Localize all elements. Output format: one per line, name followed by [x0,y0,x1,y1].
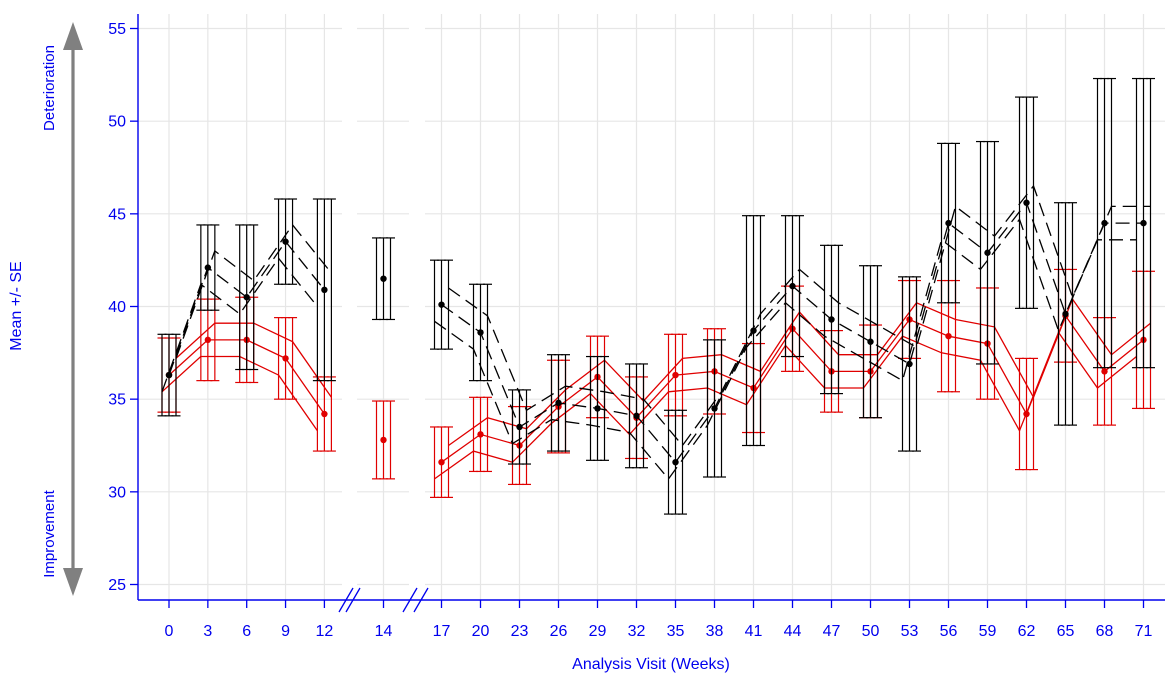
data-point [594,405,601,412]
x-tick-label: 29 [589,623,607,640]
x-tick-label: 12 [316,623,334,640]
data-point [243,294,250,301]
data-point [828,316,835,323]
y-tick-label: 35 [108,392,126,409]
x-tick-label: 23 [511,623,529,640]
series-line [161,257,318,393]
x-tick-label: 68 [1096,623,1114,640]
x-tick-label: 6 [242,623,251,640]
x-tick-label: 35 [667,623,685,640]
x-tick-label: 32 [628,623,646,640]
y-tick-label: 40 [108,299,126,316]
data-point [282,238,289,245]
y-axis-title: Mean +/- SE [8,261,25,350]
direction-arrow [63,22,83,596]
data-point [477,329,484,336]
x-tick-label: 65 [1057,623,1075,640]
data-point [1062,310,1069,318]
data-point [438,458,445,466]
arrow-up-icon [63,22,83,50]
data-point [321,410,328,418]
data-point [945,219,952,227]
x-tick-label: 26 [550,623,568,640]
data-point [750,327,757,334]
x-tick-label: 59 [979,623,997,640]
deterioration-label: Deterioration [41,45,58,131]
x-tick-label: 71 [1135,623,1153,640]
y-tick-label: 45 [108,206,126,223]
x-tick-label: 50 [862,623,880,640]
x-tick-label: 9 [281,623,290,640]
data-point [438,301,445,308]
data-point [945,332,952,340]
x-tick-label: 56 [940,623,958,640]
y-tick-label: 50 [108,114,126,131]
treatment-series [157,268,1155,498]
series-line [168,240,325,376]
data-point [321,286,328,294]
data-point [282,355,289,362]
data-point [906,360,913,368]
data-point [1140,219,1147,227]
x-tick-label: 47 [823,623,841,640]
y-tick-label: 55 [108,21,126,38]
data-point [672,458,679,466]
x-tick-label: 53 [901,623,919,640]
data-point [1101,219,1108,227]
axis-ticks: 25 30 35 40 45 50 55 0 3 6 9 12 14 17 20 23 26 29 32 35 38 41… [108,21,1152,640]
series-line [175,223,332,359]
data-point [1023,199,1030,206]
x-axis-title: Analysis Visit (Weeks) [572,656,730,673]
x-tick-label: 41 [745,623,763,640]
data-point [516,423,523,431]
data-point [672,371,679,379]
data-point [380,436,387,444]
gridlines [138,14,1165,600]
x-tick-label: 17 [433,623,451,640]
data-point [711,405,718,412]
data-point [1023,410,1030,418]
x-tick-label: 62 [1018,623,1036,640]
x-tick-label: 0 [165,623,174,640]
y-tick-label: 30 [108,484,126,501]
data-point [555,399,562,407]
data-point [380,275,387,282]
data-point [204,336,212,344]
data-point [789,282,796,290]
data-point [984,249,991,256]
x-tick-label: 44 [784,623,802,640]
improvement-label: Improvement [41,489,58,577]
arrow-down-icon [63,568,83,596]
data-point [633,412,640,420]
data-point [1101,368,1108,375]
comparison-series [157,77,1155,515]
data-point [867,338,874,345]
x-tick-label: 3 [203,623,212,640]
data-point [204,264,212,271]
data-point [165,371,173,379]
y-tick-label: 25 [108,577,126,594]
x-tick-label: 38 [706,623,724,640]
x-tick-label: 20 [472,623,490,640]
x-tick-label: 14 [375,623,393,640]
series-layer [157,77,1155,515]
data-point [477,431,484,438]
